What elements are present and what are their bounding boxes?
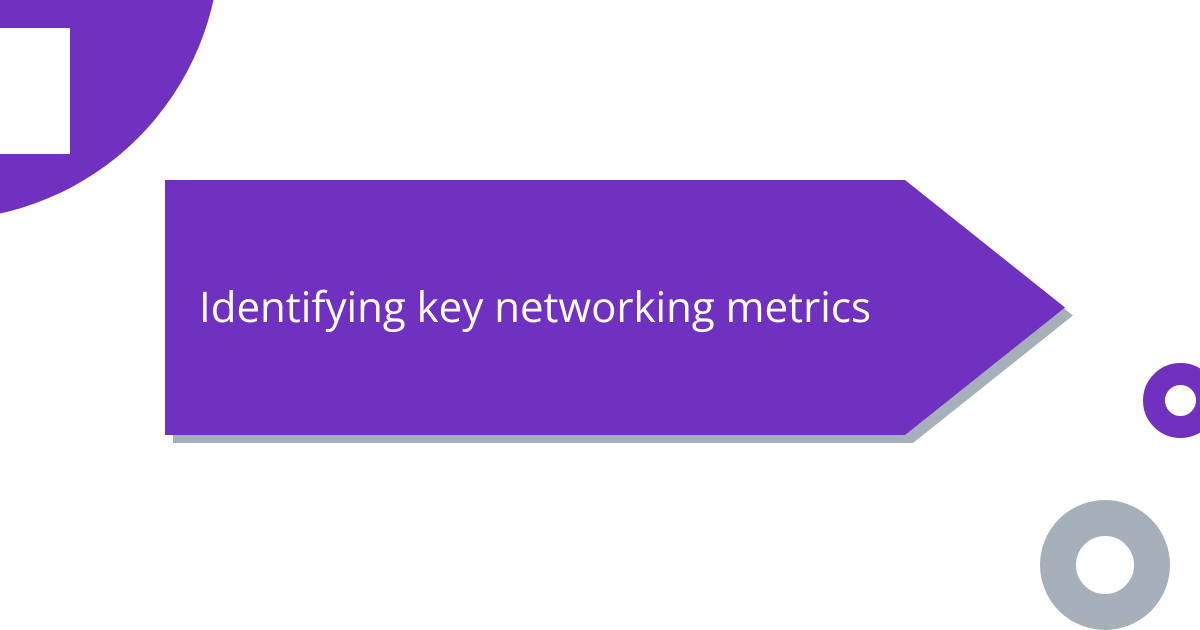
arrow-title: Identifying key networking metrics bbox=[165, 180, 905, 435]
gray-ring-icon bbox=[1040, 500, 1170, 630]
title-arrow-banner: Identifying key networking metrics bbox=[165, 180, 1075, 445]
slide-canvas: Identifying key networking metrics bbox=[0, 0, 1200, 630]
purple-ring-icon bbox=[1143, 363, 1200, 438]
